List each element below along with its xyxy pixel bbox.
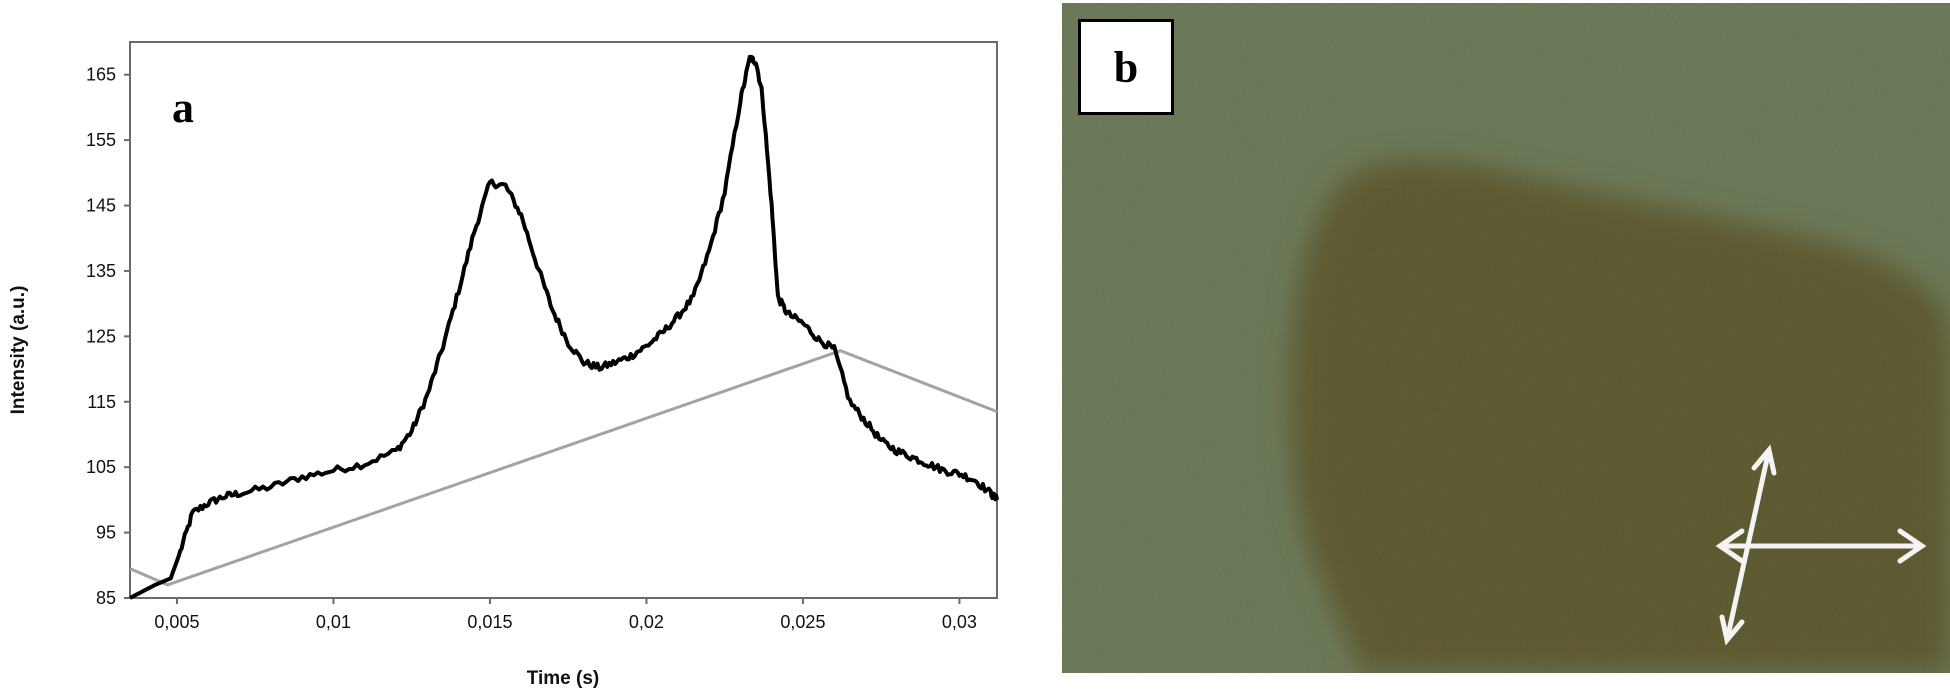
y-tick-label: 115 (87, 392, 116, 412)
micrograph-panel-b: b (1062, 3, 1950, 673)
x-tick-label: 0,01 (316, 612, 351, 632)
polarizer-arrows-icon (1715, 444, 1927, 646)
x-tick-label: 0,03 (942, 612, 977, 632)
y-tick-label: 135 (86, 261, 116, 281)
y-axis-ticks: 85 95 105 115 125 135 145 155 165 (86, 65, 130, 608)
x-tick-label: 0,025 (780, 612, 825, 632)
panel-b-label: b (1078, 19, 1174, 115)
plot-frame (129, 41, 998, 599)
x-axis-title: Time (s) (527, 668, 600, 689)
x-axis-ticks: 0,005 0,01 0,015 0,02 0,025 0,03 (154, 598, 977, 632)
intensity-series-line (129, 54, 999, 600)
micrograph-image (1062, 3, 1950, 673)
y-tick-label: 85 (96, 588, 116, 608)
y-tick-label: 145 (86, 196, 116, 216)
baseline-series-line (129, 349, 998, 587)
x-tick-label: 0,005 (154, 612, 199, 632)
x-tick-label: 0,02 (629, 612, 664, 632)
x-tick-label: 0,015 (467, 612, 512, 632)
y-axis-title: Intensity (a.u.) (8, 286, 29, 415)
y-tick-label: 95 (96, 523, 116, 543)
y-tick-label: 125 (86, 326, 116, 346)
y-tick-label: 105 (86, 457, 116, 477)
y-tick-label: 165 (86, 65, 116, 85)
chart-a: 85 95 105 115 125 135 145 155 165 0,005 0,01 0,015… (8, 41, 999, 689)
panel-a-label: a (172, 83, 194, 132)
y-tick-label: 155 (86, 130, 116, 150)
